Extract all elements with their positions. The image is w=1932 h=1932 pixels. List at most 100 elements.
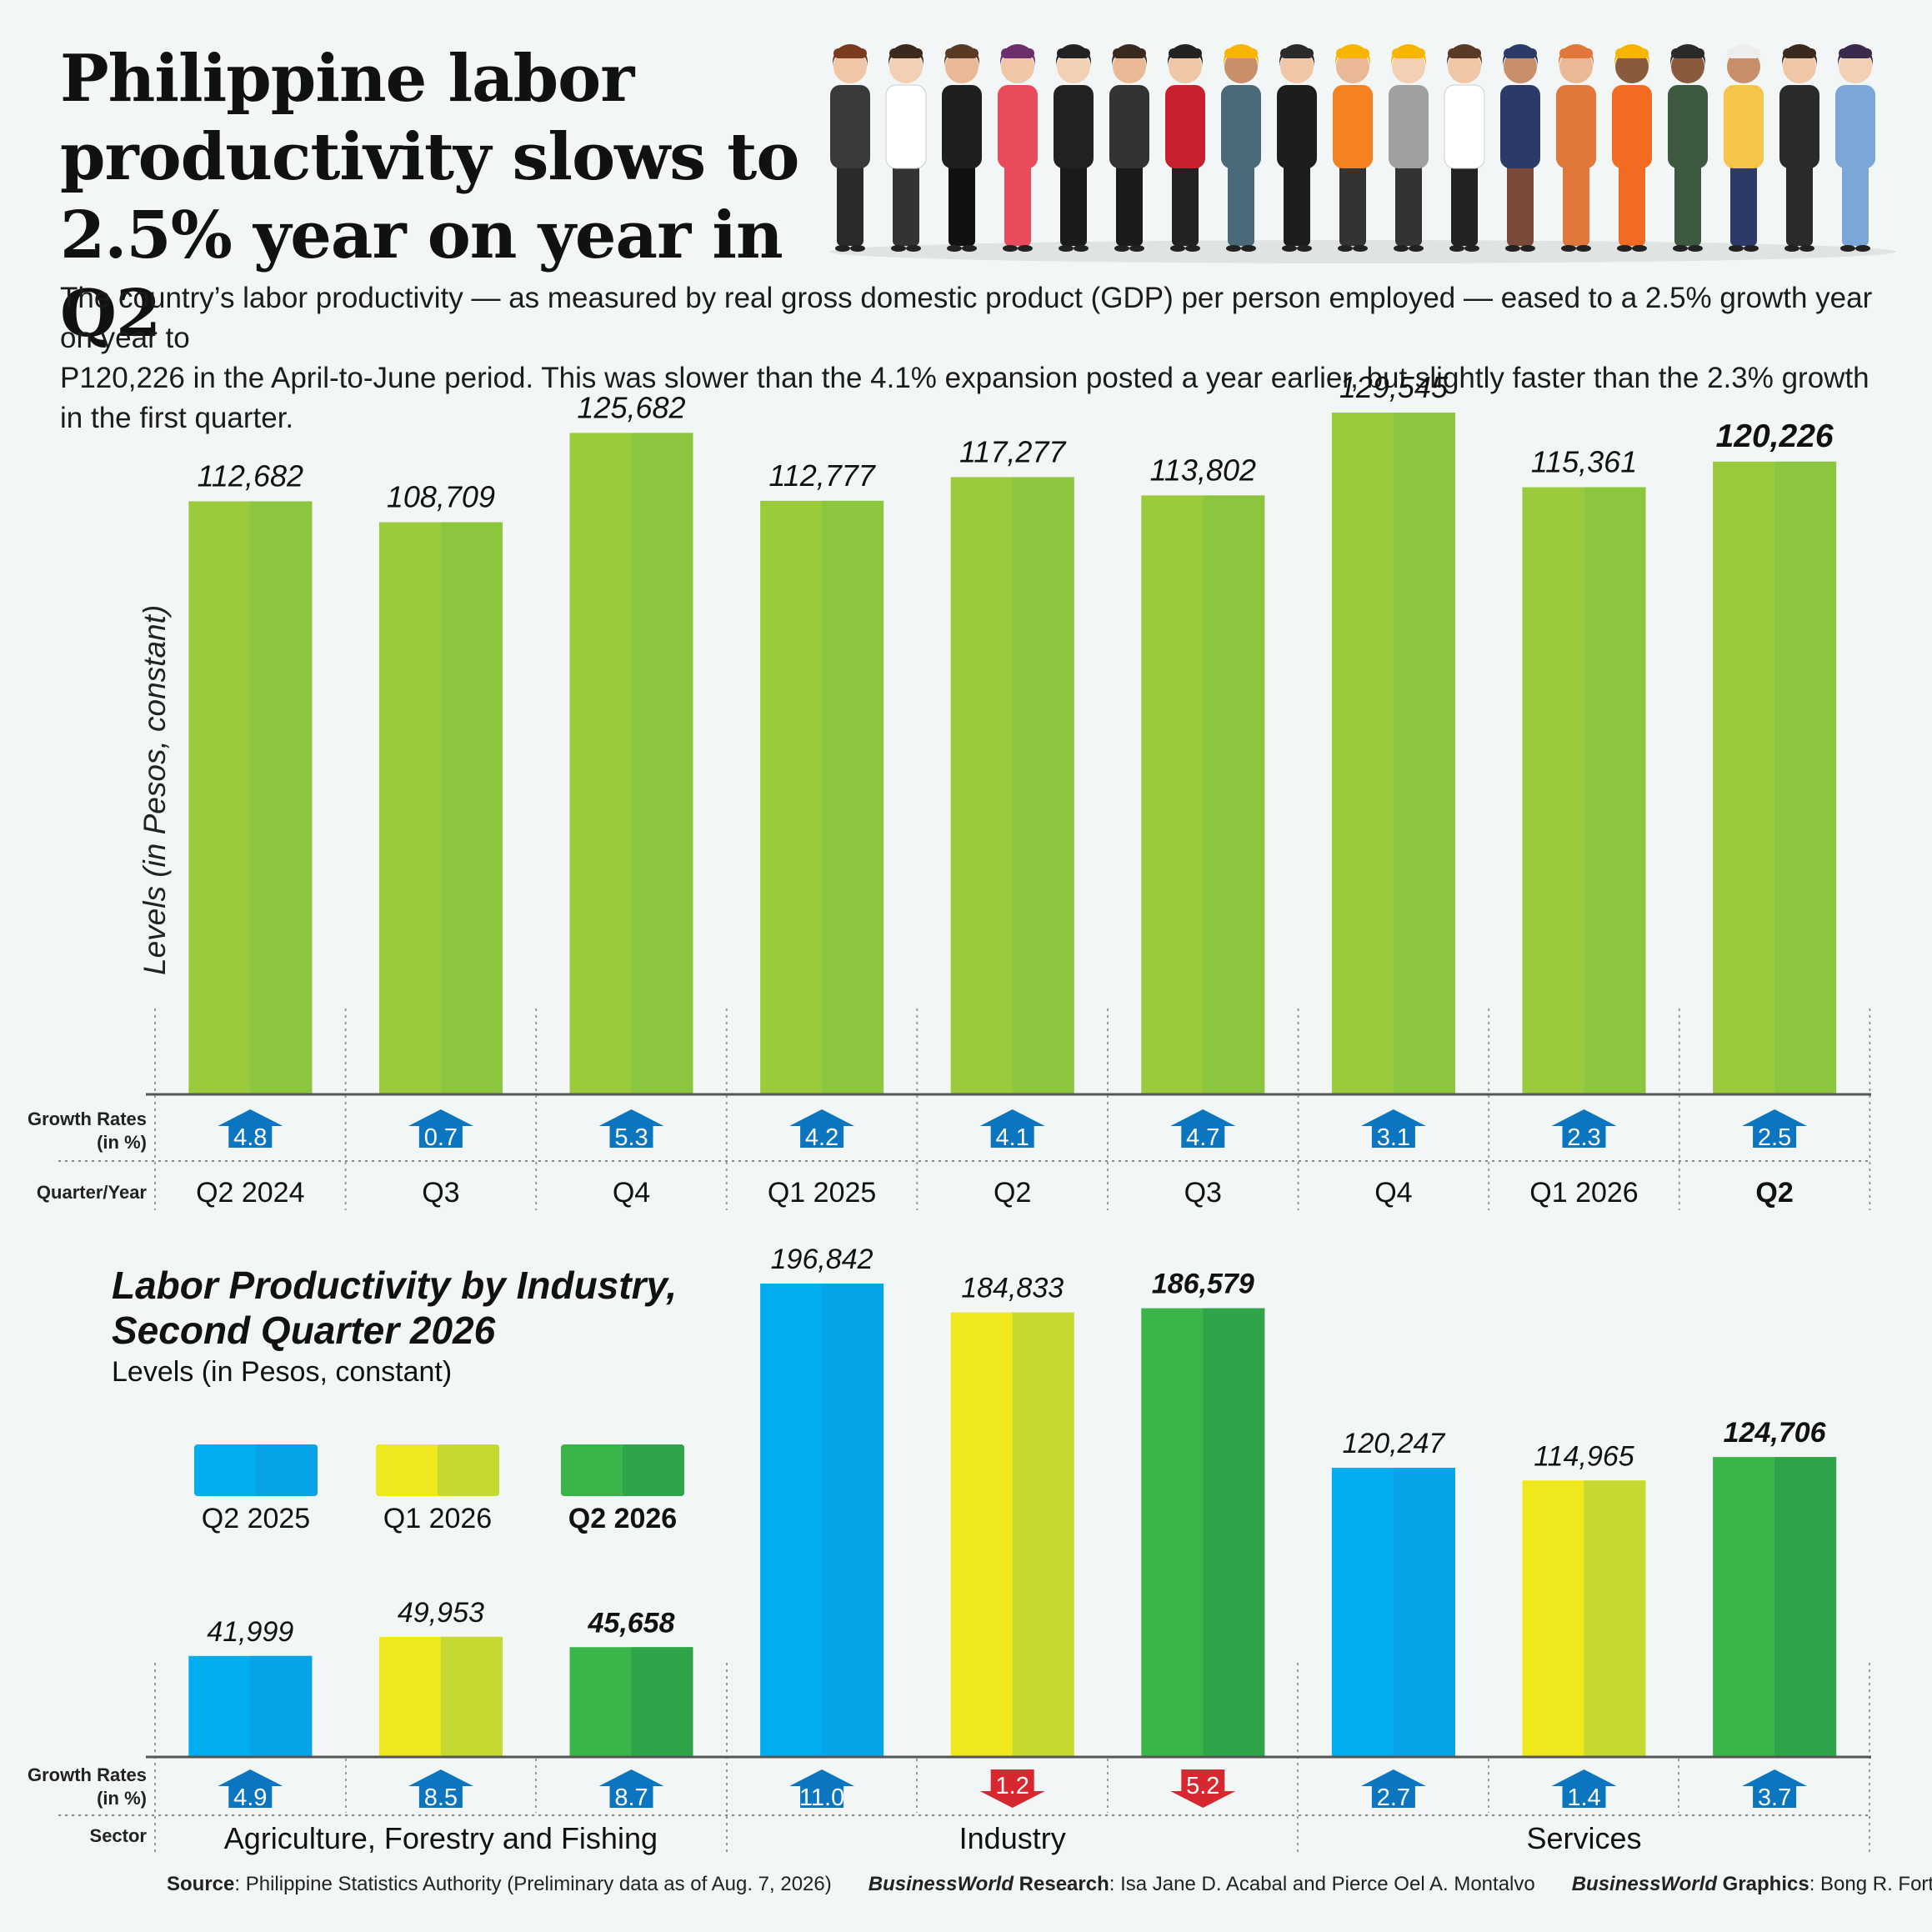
growth-rate-arrow: 2.3	[1551, 1109, 1617, 1151]
industry-value-label: 45,658	[588, 1607, 675, 1639]
bar-right-half	[1584, 487, 1646, 1094]
research-text: : Isa Jane D. Acabal and Pierce Oel A. M…	[1109, 1873, 1535, 1895]
industry-bar	[760, 1284, 884, 1757]
growth-rate-label: 4.8	[233, 1124, 267, 1151]
bar-right-half	[1012, 477, 1074, 1094]
growth-rate-label: 4.1	[996, 1124, 1029, 1151]
worker-body	[1221, 85, 1261, 168]
worker-figure	[1054, 44, 1094, 252]
growth-rate-arrow: 4.8	[218, 1109, 283, 1151]
worker-figure	[998, 44, 1038, 252]
source-text: : Philippine Statistics Authority (Preli…	[234, 1873, 832, 1895]
worker-shoe	[947, 245, 962, 252]
title-line-1: Philippine labor	[60, 41, 634, 117]
bar-right-half	[1203, 495, 1265, 1094]
growth-rate-label: 5.3	[614, 1124, 648, 1151]
industry-bar	[1713, 1457, 1837, 1757]
worker-body	[1556, 85, 1596, 168]
worker-shoe	[1226, 245, 1241, 252]
growth-rate-arrow: 5.3	[598, 1109, 664, 1151]
worker-shoe	[1394, 245, 1409, 252]
worker-body	[1668, 85, 1708, 168]
worker-body	[998, 85, 1038, 168]
worker-legs	[1284, 163, 1310, 246]
worker-body	[1779, 85, 1819, 168]
industry-value-label: 186,579	[1152, 1269, 1254, 1300]
legend-swatch-shade	[623, 1444, 684, 1496]
category-label: Q3	[422, 1177, 459, 1209]
worker-body	[1612, 85, 1652, 168]
page-title: Philippine labor productivity slows to 2…	[60, 40, 860, 353]
title-line-3: 2.5% year on year in Q2	[60, 198, 783, 352]
industry-value-label: 184,833	[961, 1273, 1064, 1304]
bar-right-half	[440, 522, 503, 1094]
industry-growth-arrow: 3.7	[1742, 1769, 1808, 1811]
level-bar	[1522, 487, 1646, 1094]
worker-legs	[1004, 163, 1031, 246]
bar-right-half	[250, 501, 313, 1094]
growth-rate-label: 11.0	[799, 1784, 844, 1811]
worker-shoe	[1729, 245, 1744, 252]
worker-figure	[830, 44, 870, 252]
legend-label: Q1 2026	[383, 1503, 492, 1534]
worker-hat-or-hair	[1671, 48, 1704, 58]
growth-rate-label: 1.4	[1567, 1784, 1600, 1811]
worker-shoe	[1129, 245, 1144, 252]
bar-right-half	[1203, 1308, 1265, 1757]
worker-shoe	[1576, 245, 1591, 252]
growth-rate-arrow: 4.1	[979, 1109, 1045, 1151]
growth-rate-label: 8.7	[614, 1784, 648, 1811]
worker-shoe	[1185, 245, 1200, 252]
intro-line-1: The country’s labor productivity — as me…	[60, 282, 1873, 354]
growth-rate-label: 4.2	[805, 1124, 838, 1151]
growth-arrow-up-icon	[979, 1109, 1045, 1148]
growth-arrow-up-icon	[408, 1769, 473, 1808]
worker-shoe	[1353, 245, 1368, 252]
bar-right-half	[1393, 413, 1455, 1094]
growth-rate-label: 0.7	[424, 1124, 458, 1151]
bar-right-half	[1774, 1457, 1837, 1757]
legend-swatch-shade	[438, 1444, 499, 1496]
industry-value-label: 196,842	[771, 1244, 873, 1275]
level-bar	[1331, 413, 1455, 1094]
worker-legs	[1228, 163, 1254, 246]
industry-growth-arrow: 8.5	[408, 1769, 473, 1811]
worker-shoe	[1464, 245, 1479, 252]
worker-shoe	[835, 245, 850, 252]
worker-body	[942, 85, 982, 168]
worker-hat-or-hair	[1727, 48, 1760, 58]
worker-shoe	[1855, 245, 1870, 252]
level-bar	[950, 477, 1074, 1094]
worker-figure	[1724, 44, 1764, 252]
worker-shoe	[1632, 245, 1647, 252]
worker-body	[1165, 85, 1205, 168]
worker-legs	[1395, 163, 1422, 246]
worker-shoe	[850, 245, 865, 252]
category-label: Q1 2026	[1529, 1177, 1638, 1209]
worker-shoe	[1449, 245, 1464, 252]
worker-hat-or-hair	[889, 48, 923, 58]
worker-legs	[893, 163, 919, 246]
worker-hat-or-hair	[1113, 48, 1146, 58]
growth-rate-label: 5.2	[1186, 1773, 1219, 1799]
industry-growth-row-unit: (in %)	[97, 1788, 147, 1809]
growth-rate-label: 4.9	[233, 1784, 267, 1811]
worker-legs	[1172, 163, 1199, 246]
worker-body	[1054, 85, 1094, 168]
growth-row-label: Growth Rates	[28, 1109, 147, 1129]
worker-shoe	[1282, 245, 1297, 252]
value-label: 108,709	[387, 480, 495, 514]
worker-hat-or-hair	[1559, 48, 1593, 58]
bar-right-half	[1393, 1468, 1455, 1757]
industry-growth-arrow: 1.4	[1551, 1769, 1617, 1811]
growth-arrow-up-icon	[598, 1769, 664, 1808]
sector-label: Services	[1526, 1821, 1641, 1855]
worker-legs	[1060, 163, 1087, 246]
growth-rate-label: 3.1	[1377, 1124, 1410, 1151]
graphics-label: BusinessWorld	[1571, 1873, 1717, 1895]
worker-hat-or-hair	[1336, 48, 1369, 58]
worker-legs	[1619, 163, 1645, 246]
category-label: Q4	[1374, 1177, 1412, 1209]
industry-chart-title-line-2: Second Quarter 2026	[112, 1309, 496, 1352]
